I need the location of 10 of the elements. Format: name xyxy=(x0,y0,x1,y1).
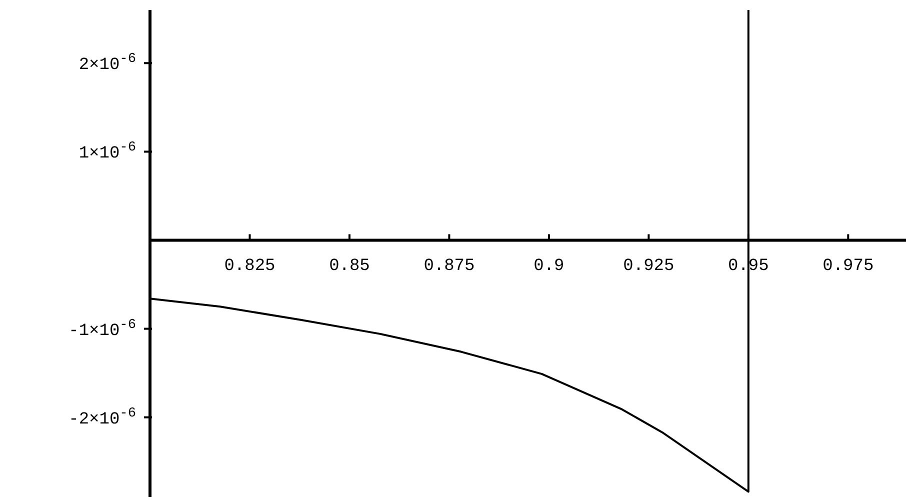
x-tick-label: 0.975 xyxy=(822,257,874,276)
x-tick-label: 0.825 xyxy=(224,257,276,276)
x-tick-label: 0.875 xyxy=(424,257,475,276)
x-tick-label: 0.925 xyxy=(623,257,674,276)
y-tick-label: 1×10$^{-6}$ xyxy=(78,140,136,164)
y-tick-label: 2×10$^{-6}$ xyxy=(78,52,136,76)
y-tick-label: -2×10$^{-6}$ xyxy=(68,406,136,430)
y-tick-label: -1×10$^{-6}$ xyxy=(68,317,136,341)
x-tick-label: 0.85 xyxy=(329,257,370,276)
x-tick-label: 0.9 xyxy=(534,257,564,276)
